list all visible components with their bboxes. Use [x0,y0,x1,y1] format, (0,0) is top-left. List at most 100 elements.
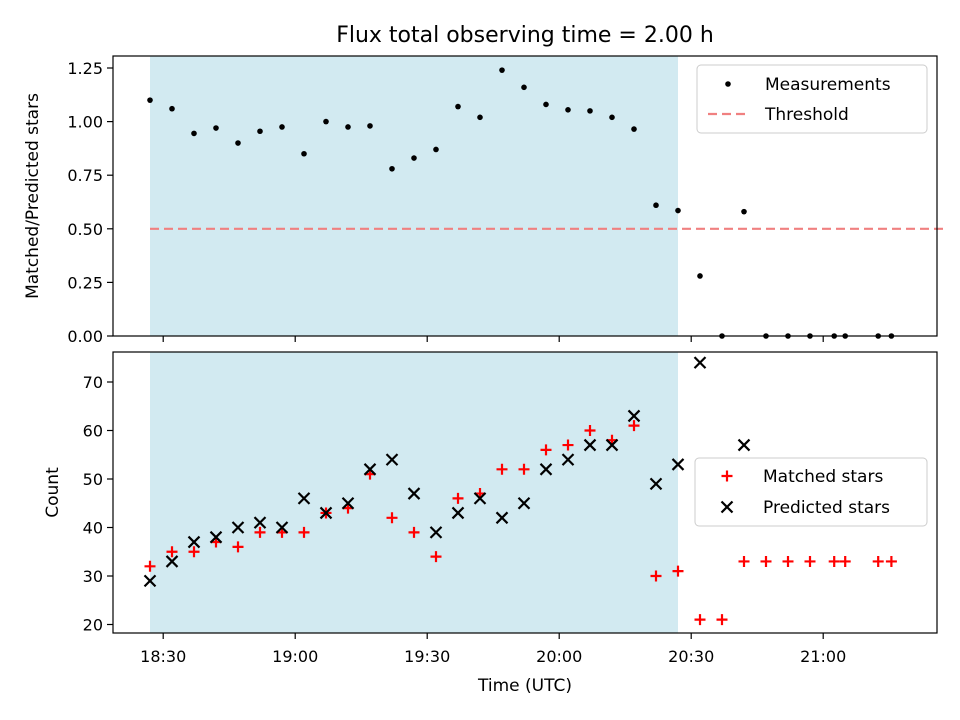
y-tick-label: 1.00 [67,113,103,132]
predicted-star-marker [143,574,157,588]
legend-box [694,457,928,527]
y-axis-label: Count [43,467,63,518]
predicted-star-marker [209,530,223,544]
predicted-star-marker [231,521,245,534]
matched-star-marker [804,555,816,567]
predicted-star-marker [385,453,399,466]
y-tick-label: 40 [83,519,103,538]
matched-star-marker [760,555,772,567]
matched-star-marker [738,555,750,567]
x-axis-label: Time (UTC) [477,676,572,696]
bottom-panel: 20 30 40 50 60 70 18:30 19:00 19:30 20:00 20:30 21:… [43,351,938,666]
matched-star-marker [232,541,244,553]
measurement-point [389,165,395,172]
predicted-star-marker [561,453,575,466]
matched-star-marker [650,570,662,582]
matched-star-marker [716,614,728,626]
predicted-star-marker [407,487,421,500]
measurement-point [631,126,637,132]
measurement-point [279,124,285,130]
predicted-star-marker [737,438,751,452]
predicted-star-marker [627,409,641,423]
matched-star-marker [298,526,310,538]
matched-star-marker [188,546,200,558]
y-axis-label: Matched/Predicted stars [23,93,43,299]
measurement-point [609,114,615,121]
measurement-point [697,273,703,279]
measurement-point [521,84,527,91]
predicted-star-marker [693,356,707,369]
predicted-star-marker [297,492,311,505]
y-tick-label: 0.50 [67,220,103,239]
measurement-point [169,105,175,112]
legend-label: Predicted stars [763,498,890,518]
legend-box [696,64,928,134]
matched-star-marker [839,555,851,567]
matched-star-marker [694,614,706,626]
x-tick-label: 21:00 [800,647,846,666]
legend-matched-marker [721,470,733,482]
matched-star-marker [408,526,420,538]
measurement-point [741,208,747,215]
measurement-point [543,101,549,108]
legend-predicted-marker [720,500,734,514]
legend: Matched stars Predicted stars [694,457,928,527]
measurement-point [257,128,263,135]
measurement-point [323,118,329,125]
matched-star-marker [254,526,266,538]
measurement-point [433,146,439,153]
predicted-star-marker [253,516,267,529]
matched-star-marker [584,425,596,436]
x-tick-label: 18:30 [140,647,186,666]
measurement-point [653,202,659,209]
y-tick-label: 50 [83,470,103,489]
predicted-star-marker [429,526,443,539]
legend: Measurements Threshold [696,64,928,134]
legend-label: Matched stars [763,467,883,487]
predicted-star-marker [275,521,289,534]
predicted-star-marker [165,555,179,568]
x-tick-label: 19:00 [272,647,318,666]
measurement-point [455,103,461,110]
x-tick-label: 20:30 [668,647,714,666]
shaded-observation-span [150,56,678,336]
matched-star-marker [628,420,640,432]
x-tick-label: 19:30 [404,647,450,666]
measurement-point [213,125,219,131]
measurement-point [411,155,417,161]
measurement-point [147,97,153,103]
matched-star-marker [166,546,178,558]
matched-star-marker [452,492,464,504]
matched-star-marker [496,463,508,475]
axes-frame [112,55,938,337]
chart-title: Flux total observing time = 2.00 h [336,23,714,48]
matched-star-marker [562,439,574,451]
predicted-star-marker [341,496,355,510]
predicted-star-marker [517,496,531,510]
predicted-star-marker [583,438,597,452]
y-tick-label: 60 [83,422,103,441]
predicted-star-marker [495,511,509,525]
matched-star-marker [386,512,398,524]
matched-star-marker [828,555,840,567]
legend-label: Threshold [764,105,849,125]
legend-label: Measurements [765,75,891,95]
measurement-point [191,130,197,137]
measurement-point [235,140,241,146]
measurement-point [675,207,681,214]
matched-star-marker [672,565,684,577]
predicted-star-marker [363,463,377,476]
measurement-point [301,150,307,157]
matched-star-marker [540,444,552,456]
matched-star-marker [144,560,156,572]
y-tick-label: 70 [83,373,103,392]
top-panel: 0.00 0.25 0.50 0.75 1.00 1.25 Matched/Predicte… [23,55,947,346]
axes-frame [112,351,938,634]
predicted-star-marker [605,438,619,452]
measurement-point [499,67,505,73]
matched-star-marker [885,555,897,567]
y-tick-label: 0.25 [67,273,103,292]
x-tick-label: 20:00 [536,647,582,666]
y-tick-label: 30 [83,567,103,586]
y-tick-label: 1.25 [67,59,103,78]
